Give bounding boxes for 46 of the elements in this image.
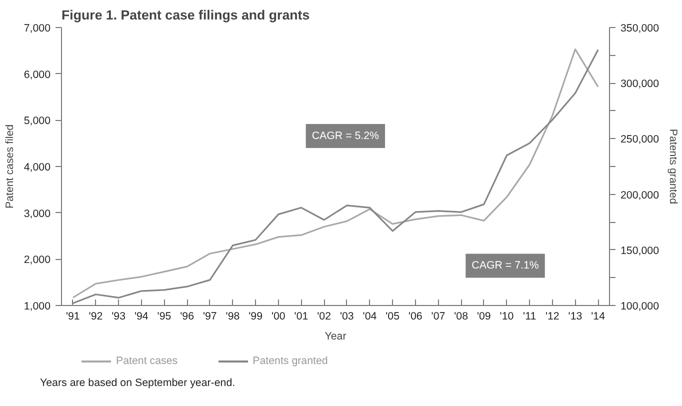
text: Years are based on September year-end. xyxy=(40,376,236,391)
y-tick-label: 7,000 xyxy=(24,22,51,34)
y-tick-label: 5,000 xyxy=(24,115,51,128)
annotation: CAGR = 5.2% xyxy=(312,130,380,142)
y2-tick-label: 250,000 xyxy=(620,134,660,146)
y-tick-label: 4,000 xyxy=(24,162,51,174)
y-tick-label: 6,000 xyxy=(24,68,51,81)
x-tick-label: '95 xyxy=(157,310,172,322)
x-tick-label: '09 xyxy=(476,310,491,322)
chart-title: Figure 1. Patent case filings and grants xyxy=(62,8,310,22)
y2-tick-label: 300,000 xyxy=(620,78,660,90)
x-tick-label: '00 xyxy=(271,310,286,322)
x-tick-label: '98 xyxy=(226,310,240,322)
y-tick-label: 3,000 xyxy=(24,208,51,220)
y2-tick-label: 350,000 xyxy=(620,22,660,34)
x-tick-label: '07 xyxy=(431,310,446,322)
x-tick-label: '91 xyxy=(66,310,80,322)
x-tick-label: '94 xyxy=(134,310,148,322)
x-tick-label: '04 xyxy=(362,310,377,322)
y2-tick-label: 150,000 xyxy=(620,244,660,257)
legend-label: Patents granted xyxy=(252,355,328,367)
x-tick-label: '06 xyxy=(408,310,422,322)
x-tick-label: '92 xyxy=(88,310,103,322)
x-tick-label: '13 xyxy=(568,310,582,322)
y-tick-label: 2,000 xyxy=(24,254,51,266)
x-tick-label: '02 xyxy=(317,310,332,322)
x-tick-label: '05 xyxy=(386,310,400,322)
y2-tick-label: 100,000 xyxy=(620,300,660,312)
legend-label: Patent cases xyxy=(116,355,178,367)
x-tick-label: '03 xyxy=(340,310,354,322)
x-axis-title: Year xyxy=(324,330,347,342)
x-tick-label: '11 xyxy=(523,310,536,322)
x-tick-label: '93 xyxy=(112,310,126,322)
x-tick-label: '08 xyxy=(454,310,468,322)
y-axis-title: Patent cases filed xyxy=(4,124,16,209)
x-tick-label: '97 xyxy=(202,310,217,322)
annotation: CAGR = 7.1% xyxy=(472,260,540,272)
x-tick-label: '01 xyxy=(294,310,308,322)
y2-axis-title: Patents granted xyxy=(667,128,680,204)
y-tick-label: 1,000 xyxy=(24,300,51,312)
x-tick-label: '99 xyxy=(248,310,263,322)
x-tick-label: '96 xyxy=(180,310,194,322)
x-tick-label: '12 xyxy=(545,310,560,322)
x-tick-label: '10 xyxy=(500,310,514,322)
y2-tick-label: 200,000 xyxy=(620,189,660,202)
x-tick-label: '14 xyxy=(591,310,606,322)
